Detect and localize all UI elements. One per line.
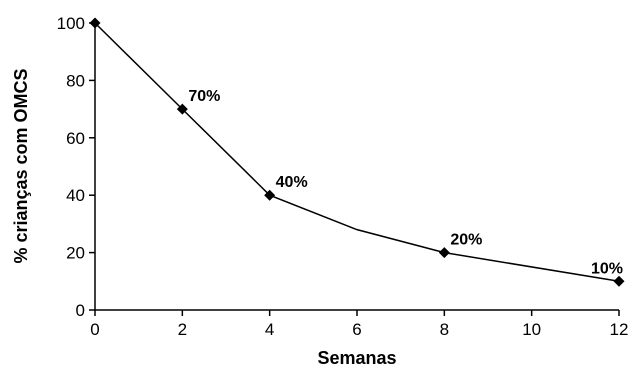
data-point-marker xyxy=(264,189,276,201)
x-tick-label: 10 xyxy=(522,320,541,339)
data-label: 10% xyxy=(591,260,623,277)
x-axis-title: Semanas xyxy=(317,348,396,368)
y-axis-ticks: 0 20 40 60 80 100 xyxy=(57,14,95,320)
x-tick-label: 0 xyxy=(90,320,99,339)
series-line xyxy=(94,22,620,283)
data-label: 70% xyxy=(188,88,220,105)
y-tick-label: 20 xyxy=(66,244,85,263)
series-group xyxy=(89,17,625,287)
y-axis-title: % crianças com OMCS xyxy=(11,68,31,263)
x-tick-label: 2 xyxy=(178,320,187,339)
x-tick-label: 8 xyxy=(440,320,449,339)
data-point-marker xyxy=(176,103,188,115)
y-tick-label: 0 xyxy=(76,301,85,320)
data-label: 20% xyxy=(450,232,482,249)
data-labels: 70% 40% 20% 10% xyxy=(188,88,623,277)
x-axis-ticks: 0 2 4 6 8 10 12 xyxy=(90,310,628,339)
y-tick-label: 100 xyxy=(57,14,85,33)
x-tick-label: 6 xyxy=(352,320,361,339)
y-tick-label: 60 xyxy=(66,129,85,148)
data-label: 40% xyxy=(276,174,308,191)
y-tick-label: 40 xyxy=(66,186,85,205)
data-point-marker xyxy=(89,17,101,29)
x-tick-label: 12 xyxy=(610,320,629,339)
plot-area: 0 20 40 60 80 100 0 2 4 6 8 10 12 70% 40% 20% 10% xyxy=(57,14,629,339)
data-point-marker xyxy=(438,247,450,259)
x-tick-label: 4 xyxy=(265,320,274,339)
y-tick-label: 80 xyxy=(66,71,85,90)
data-point-marker xyxy=(613,275,625,287)
